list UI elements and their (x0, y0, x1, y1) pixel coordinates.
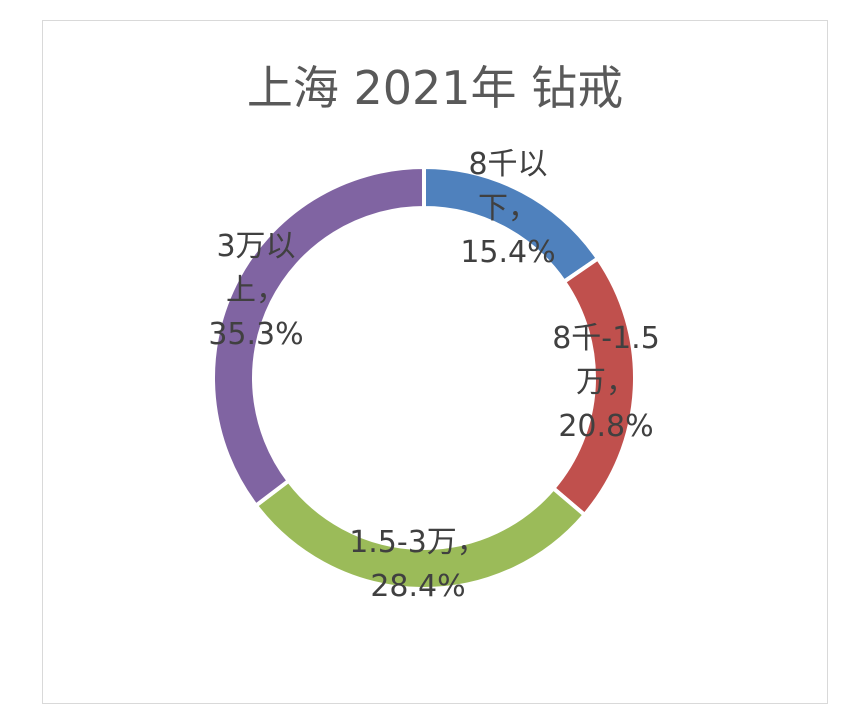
data-label-1: 8千-1.5 万， 20.8% (552, 321, 660, 444)
donut-data-labels: 8千以下， 15.4% 8千-1.5 万， 20.8% 1.5-3万， 28.4% 3万以上，… (208, 147, 659, 604)
data-label-line: 上， (226, 273, 286, 308)
data-label-line: 1.5-3万， (349, 525, 487, 560)
data-label-line: 35.3% (208, 317, 303, 352)
data-label-line: 下， (478, 191, 538, 226)
data-label-line: 万， (576, 365, 636, 400)
data-label-line: 8千以 (468, 147, 547, 182)
donut-slices (211, 164, 637, 591)
data-label-line: 8千-1.5 (552, 321, 660, 356)
data-label-line: 28.4% (370, 569, 465, 604)
data-label-line: 20.8% (558, 409, 653, 444)
chart-title: 上海 2021年 钻戒 (246, 61, 624, 115)
data-label-3: 3万以上， 35.3% (208, 229, 303, 352)
data-label-2: 1.5-3万， 28.4% (349, 525, 487, 604)
data-label-line: 15.4% (460, 235, 555, 270)
data-label-0: 8千以下， 15.4% (460, 147, 555, 270)
data-label-line: 3万以 (216, 229, 295, 264)
slice-3 (211, 164, 426, 509)
